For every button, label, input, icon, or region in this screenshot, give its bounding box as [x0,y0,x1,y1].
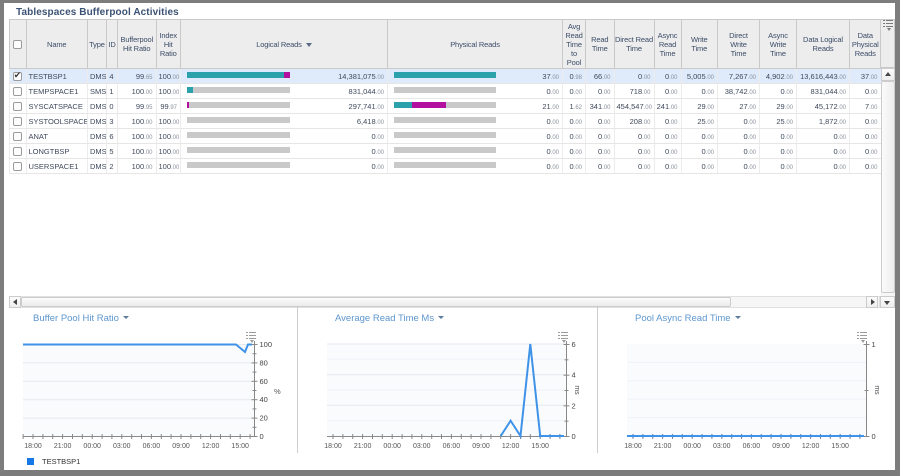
svg-text:15:00: 15:00 [231,443,249,450]
svg-text:06:00: 06:00 [143,443,161,450]
svg-text:00:00: 00:00 [83,443,101,450]
svg-text:100: 100 [260,340,273,349]
svg-text:09:00: 09:00 [172,443,190,450]
svg-text:06:00: 06:00 [443,443,461,450]
svg-text:4: 4 [572,371,576,380]
svg-text:18:00: 18:00 [624,443,642,450]
svg-text:0: 0 [872,432,876,441]
svg-text:2: 2 [572,401,576,410]
svg-text:%: % [274,387,281,396]
svg-text:18:00: 18:00 [324,443,342,450]
svg-text:12:00: 12:00 [502,443,520,450]
svg-text:0: 0 [260,432,264,441]
svg-text:20: 20 [260,414,268,423]
svg-text:12:00: 12:00 [202,443,220,450]
svg-text:00:00: 00:00 [383,443,401,450]
svg-text:21:00: 21:00 [654,443,672,450]
svg-text:21:00: 21:00 [354,443,372,450]
svg-text:0: 0 [572,432,576,441]
svg-text:18:00: 18:00 [24,443,42,450]
svg-text:06:00: 06:00 [743,443,761,450]
svg-text:80: 80 [260,358,268,367]
svg-text:00:00: 00:00 [683,443,701,450]
svg-text:6: 6 [572,340,576,349]
svg-text:09:00: 09:00 [472,443,490,450]
svg-text:15:00: 15:00 [831,443,849,450]
svg-text:1: 1 [872,340,876,349]
svg-text:03:00: 03:00 [113,443,131,450]
svg-text:ms: ms [573,385,580,395]
svg-text:ms: ms [873,385,880,395]
svg-text:60: 60 [260,377,268,386]
svg-text:12:00: 12:00 [802,443,820,450]
svg-text:15:00: 15:00 [531,443,549,450]
svg-text:40: 40 [260,395,268,404]
svg-text:03:00: 03:00 [413,443,431,450]
svg-text:21:00: 21:00 [54,443,72,450]
svg-text:03:00: 03:00 [713,443,731,450]
svg-text:09:00: 09:00 [772,443,790,450]
